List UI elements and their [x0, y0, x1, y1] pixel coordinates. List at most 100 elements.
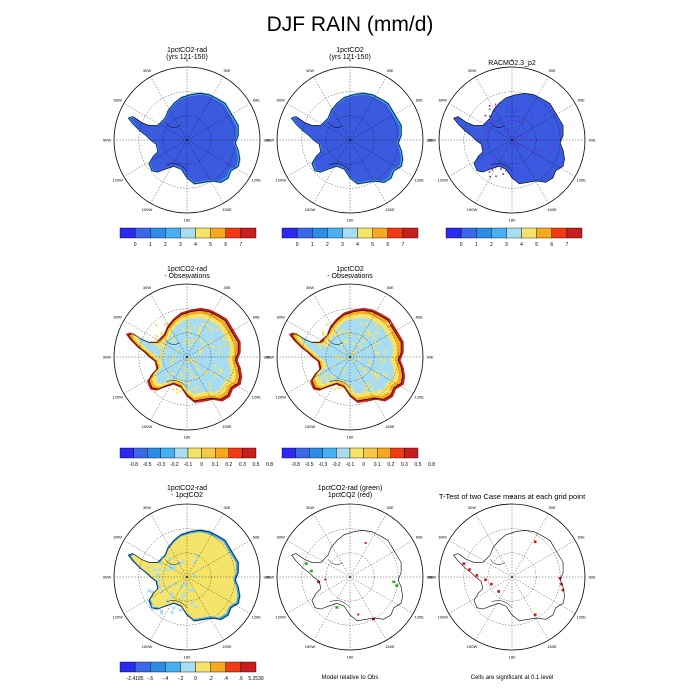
colorbar-label: 6	[386, 242, 389, 248]
map-panel-p1-field	[127, 92, 241, 185]
colorbar-label: 5	[371, 242, 374, 248]
longitude-label: 120E	[252, 395, 262, 400]
map-panel-p4-colorbar: -0.8 -0.5 -0.3 -0.2 -0.1 0 0.1 0.2 0.3 0.5 0.8	[119, 447, 273, 468]
colorbar-label: 0.3	[239, 462, 246, 468]
longitude-label: 30E	[223, 505, 230, 510]
colorbar-label: 0	[460, 242, 463, 248]
longitude-label: 30W	[468, 505, 476, 510]
longitude-label: 60W	[277, 98, 285, 103]
colorbar-label: .2	[209, 676, 213, 682]
colorbar-swatch	[390, 447, 405, 459]
longitude-label: 120W	[437, 178, 448, 183]
longitude-label: 120E	[415, 395, 425, 400]
colorbar-label: 0.8	[428, 462, 435, 468]
longitude-label: 90W	[266, 355, 274, 360]
colorbar-label: .6	[239, 676, 243, 682]
longitude-label: 60E	[416, 315, 423, 320]
colorbar-swatch	[506, 227, 522, 239]
map-panel-p5-field	[288, 307, 406, 403]
colorbar-label: 5	[209, 242, 212, 248]
longitude-label: 90W	[428, 575, 436, 580]
colorbar-swatch	[309, 447, 324, 459]
colorbar-swatch	[342, 227, 358, 239]
colorbar-label: 7	[565, 242, 568, 248]
colorbar-label: -0.2	[332, 462, 341, 468]
colorbar-swatch	[445, 227, 462, 239]
longitude-label: 30E	[548, 505, 555, 510]
longitude-label: 60W	[277, 535, 285, 540]
map-panel-p3-colorbar: 0 1 2 3 4 5 6 7	[445, 227, 583, 248]
longitude-label: 150E	[547, 644, 557, 649]
panel-title: 1pctCO2-rad	[166, 266, 208, 273]
colorbar-label: 0.1	[212, 462, 219, 468]
longitude-label: 180	[347, 218, 354, 223]
longitude-label: 0	[186, 275, 189, 280]
colorbar-swatch	[119, 661, 136, 673]
colorbar-swatch	[160, 447, 175, 459]
longitude-label: 30W	[306, 505, 314, 510]
longitude-label: 90E	[426, 138, 433, 143]
panel-title: 1pctCO2-rad	[166, 47, 208, 54]
colorbar-label: 0.5	[415, 462, 422, 468]
longitude-label: 60W	[114, 315, 122, 320]
colorbar-swatch	[363, 447, 378, 459]
panel-title: 1pctCO2	[336, 266, 364, 273]
map-panel-p7-graticule: 0 30E 60E 90E 120E 150E 180 150W 120W 90W 60W 30W	[266, 495, 434, 660]
longitude-label: 150E	[547, 207, 557, 212]
colorbar-label: -0.3	[156, 462, 165, 468]
colorbar-label: 0	[134, 242, 137, 248]
map-panel-p2-graticule: 0 30E 60E 90E 120E 150E 180 150W 120W 90W 60W 30W	[266, 58, 434, 223]
longitude-label: 120E	[415, 178, 425, 183]
longitude-label: 180	[509, 655, 516, 660]
colorbar-label: 1	[149, 242, 152, 248]
colorbar-label: 0.3	[401, 462, 408, 468]
longitude-label: 30E	[223, 68, 230, 73]
longitude-label: 30E	[386, 68, 393, 73]
longitude-label: 90E	[263, 355, 270, 360]
colorbar-swatch	[225, 227, 242, 239]
longitude-label: 30W	[468, 68, 476, 73]
colorbar-swatch	[165, 227, 181, 239]
colorbar-label: 7	[239, 242, 242, 248]
colorbar-swatch	[165, 661, 181, 673]
longitude-label: 0	[349, 58, 352, 63]
longitude-label: 60E	[416, 535, 423, 540]
longitude-label: 120W	[437, 615, 448, 620]
colorbar-swatch	[377, 447, 392, 459]
longitude-label: 30W	[143, 285, 151, 290]
longitude-label: 180	[184, 435, 191, 440]
longitude-label: 120W	[112, 615, 123, 620]
panel-title: T-Test of two Case means at each grid po…	[438, 492, 586, 501]
colorbar-swatch	[295, 447, 310, 459]
longitude-label: 120W	[275, 395, 286, 400]
longitude-label: 120E	[415, 615, 425, 620]
longitude-label: 30W	[306, 285, 314, 290]
map-panel-p3-graticule: 0 30E 60E 90E 120E 150E 180 150W 120W 90W 60W 30W	[428, 58, 596, 223]
colorbar-label: 5	[535, 242, 538, 248]
colorbar-label: -0.5	[305, 462, 314, 468]
longitude-label: 150E	[222, 644, 232, 649]
panel-title: 1pctCO2-rad	[166, 485, 208, 492]
map-panel-p1-colorbar: 0 1 2 3 4 5 6 7	[119, 227, 257, 248]
colorbar-swatch	[387, 227, 404, 239]
longitude-label: 30W	[306, 68, 314, 73]
colorbar-swatch	[460, 227, 477, 239]
colorbar-swatch	[242, 447, 257, 459]
colorbar-swatch	[566, 227, 583, 239]
colorbar-label: -.6	[147, 676, 153, 682]
longitude-label: 0	[349, 495, 352, 500]
longitude-label: 150W	[142, 644, 153, 649]
colorbar-label: -0.2	[170, 462, 179, 468]
colorbar-label: 0.2	[225, 462, 232, 468]
longitude-label: 30E	[548, 68, 555, 73]
colorbar-swatch	[210, 227, 226, 239]
longitude-label: 30W	[143, 505, 151, 510]
longitude-label: 30E	[223, 285, 230, 290]
colorbar-label: 4	[356, 242, 359, 248]
longitude-label: 120W	[112, 395, 123, 400]
colorbar-label: -0.8	[291, 462, 300, 468]
colorbar-label: 1	[311, 242, 314, 248]
panel-title: 1pctCO2	[336, 47, 364, 54]
colorbar-swatch	[133, 447, 148, 459]
colorbar-swatch	[174, 447, 189, 459]
